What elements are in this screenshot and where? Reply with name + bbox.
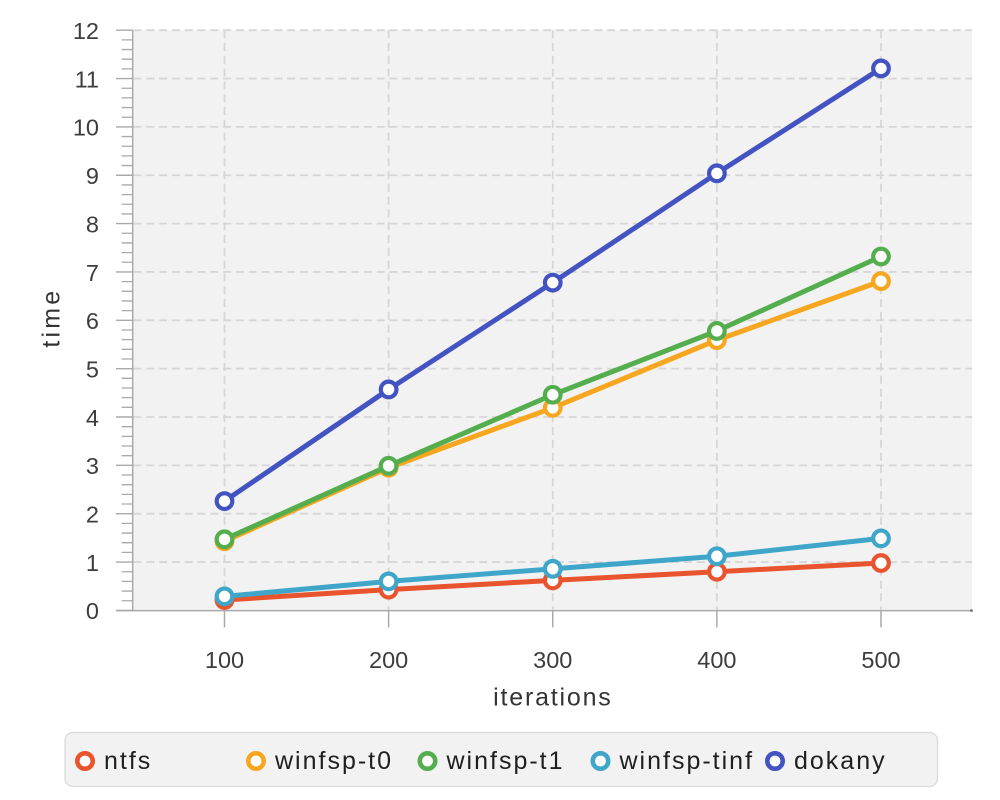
svg-text:10: 10 bbox=[73, 115, 99, 141]
svg-text:time: time bbox=[38, 288, 66, 348]
svg-text:200: 200 bbox=[369, 647, 408, 673]
svg-text:2: 2 bbox=[86, 502, 99, 528]
svg-text:11: 11 bbox=[75, 66, 99, 92]
svg-text:3: 3 bbox=[86, 453, 99, 479]
svg-text:winfsp-tinf: winfsp-tinf bbox=[619, 747, 755, 775]
svg-text:9: 9 bbox=[86, 163, 99, 189]
svg-text:1: 1 bbox=[86, 550, 99, 576]
svg-text:400: 400 bbox=[697, 647, 736, 673]
svg-text:6: 6 bbox=[86, 308, 99, 334]
svg-text:dokany: dokany bbox=[794, 747, 887, 775]
svg-text:300: 300 bbox=[533, 647, 572, 673]
svg-text:winfsp-t0: winfsp-t0 bbox=[274, 747, 393, 775]
svg-text:12: 12 bbox=[73, 18, 99, 44]
svg-text:5: 5 bbox=[86, 356, 99, 382]
svg-text:4: 4 bbox=[86, 405, 99, 431]
svg-text:8: 8 bbox=[86, 211, 99, 237]
svg-text:7: 7 bbox=[86, 260, 99, 286]
svg-text:iterations: iterations bbox=[493, 684, 612, 712]
svg-text:ntfs: ntfs bbox=[104, 747, 152, 775]
svg-text:500: 500 bbox=[861, 647, 900, 673]
svg-text:0: 0 bbox=[86, 598, 99, 624]
svg-text:winfsp-t1: winfsp-t1 bbox=[446, 747, 565, 775]
svg-text:100: 100 bbox=[205, 647, 244, 673]
